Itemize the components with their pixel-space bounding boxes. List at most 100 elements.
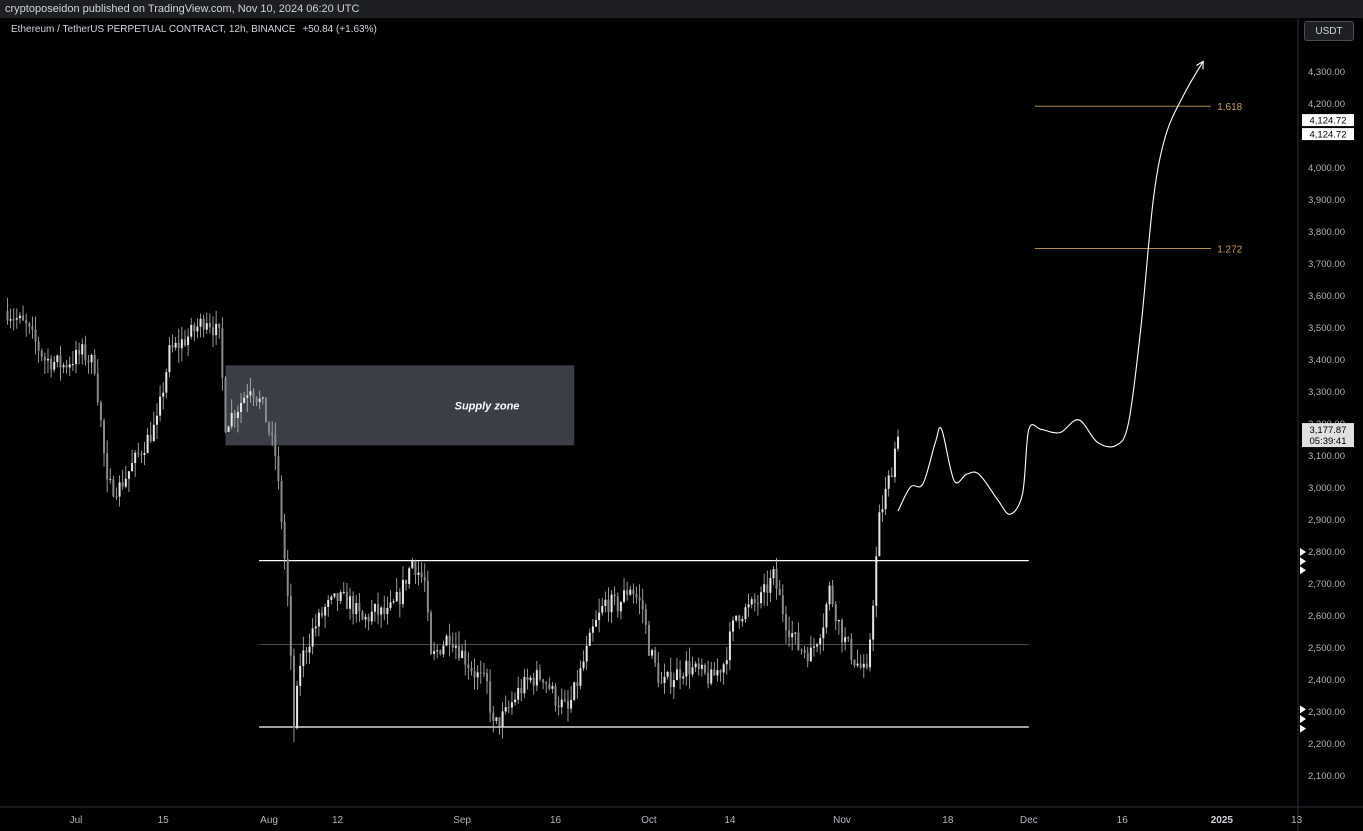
candle-body <box>87 360 90 363</box>
candle-body <box>520 687 523 694</box>
candle-body <box>741 619 744 622</box>
candle-body <box>12 319 15 321</box>
candle-body <box>641 600 644 610</box>
candle-body <box>862 663 865 668</box>
candle-body <box>791 633 794 638</box>
candle-body <box>869 639 872 668</box>
candle-body <box>725 660 728 665</box>
candle-body <box>837 620 840 622</box>
candle-body <box>822 627 825 639</box>
price-tick-label: 2,900.00 <box>1308 515 1345 526</box>
candle-body <box>215 323 218 336</box>
candle-body <box>498 717 501 727</box>
candle-body <box>99 402 102 421</box>
candle-body <box>252 391 255 398</box>
candle-body <box>134 452 137 464</box>
candle-body <box>377 604 380 615</box>
candle-body <box>330 596 333 601</box>
price-tick-label: 4,000.00 <box>1308 163 1345 174</box>
candle-body <box>613 594 616 597</box>
candle-body <box>458 645 460 658</box>
price-tick-label: 2,500.00 <box>1308 643 1345 654</box>
candle-body <box>342 592 345 594</box>
candle-body <box>591 626 594 633</box>
candle-body <box>576 682 579 686</box>
axis-marker-icon <box>1300 557 1306 566</box>
candle-body <box>121 482 124 487</box>
candle-body <box>719 670 722 673</box>
candle-body <box>579 668 582 686</box>
candle-body <box>78 349 81 355</box>
candle-body <box>93 354 96 374</box>
candle-body <box>320 612 323 616</box>
candle-body <box>526 676 529 681</box>
candle-body <box>218 323 221 328</box>
candle-body <box>405 579 408 584</box>
candle-body <box>682 676 685 679</box>
candle-body <box>495 717 498 721</box>
candle-body <box>124 478 127 487</box>
candle-body <box>560 699 563 708</box>
candle-body <box>143 452 146 455</box>
candle-body <box>523 676 526 694</box>
candle-body <box>193 324 196 332</box>
candle-body <box>299 666 302 686</box>
candle-body <box>84 344 87 361</box>
symbol-legend[interactable]: Ethereum / TetherUS PERPETUAL CONTRACT, … <box>11 24 377 35</box>
candle-body <box>769 578 772 593</box>
candle-body <box>40 350 43 357</box>
candle-body <box>358 603 361 612</box>
candle-body <box>732 620 735 632</box>
candle-body <box>881 509 884 513</box>
candle-body <box>467 664 470 668</box>
candle-body <box>563 699 566 701</box>
candle-body <box>37 341 40 351</box>
candle-body <box>271 432 274 435</box>
candle-body <box>398 591 401 604</box>
candle-body <box>744 607 747 620</box>
axis-marker-icon <box>1300 724 1306 733</box>
candle-body <box>59 355 62 368</box>
candle-body <box>875 556 878 606</box>
candle-body <box>878 512 881 557</box>
candle-body <box>171 345 174 348</box>
candle-body <box>236 411 239 419</box>
candle-body <box>607 599 610 613</box>
currency-button[interactable]: USDT <box>1304 21 1354 41</box>
candle-body <box>180 339 183 349</box>
candle-body <box>81 344 84 355</box>
candle-body <box>292 655 295 729</box>
candle-body <box>672 680 675 688</box>
candle-body <box>451 643 454 648</box>
time-tick-label: 12 <box>332 815 344 826</box>
candle-body <box>112 479 115 497</box>
candle-body <box>383 607 386 615</box>
candle-body <box>623 590 626 602</box>
candle-body <box>349 596 352 609</box>
candle-body <box>317 612 320 627</box>
projection-price-box <box>1302 128 1354 141</box>
candle-body <box>800 649 803 651</box>
candle-body <box>62 365 65 368</box>
candle-body <box>230 412 233 427</box>
candle-body <box>735 615 738 621</box>
projection-price-box <box>1302 114 1354 127</box>
time-tick-label: Sep <box>453 815 471 826</box>
candle-body <box>486 673 489 682</box>
candle-body <box>753 599 756 603</box>
candle-body <box>392 601 395 603</box>
candle-body <box>663 676 666 684</box>
candle-body <box>865 663 868 668</box>
candle-body <box>834 604 837 622</box>
candle-body <box>212 327 215 336</box>
price-tick-label: 2,800.00 <box>1308 547 1345 558</box>
time-tick-label: Nov <box>833 815 851 826</box>
candle-body <box>850 638 853 660</box>
candle-body <box>666 671 669 677</box>
candle-body <box>654 650 657 664</box>
candle-body <box>140 453 143 455</box>
candle-body <box>710 669 713 684</box>
candle-body <box>604 599 607 606</box>
candle-body <box>538 670 541 680</box>
